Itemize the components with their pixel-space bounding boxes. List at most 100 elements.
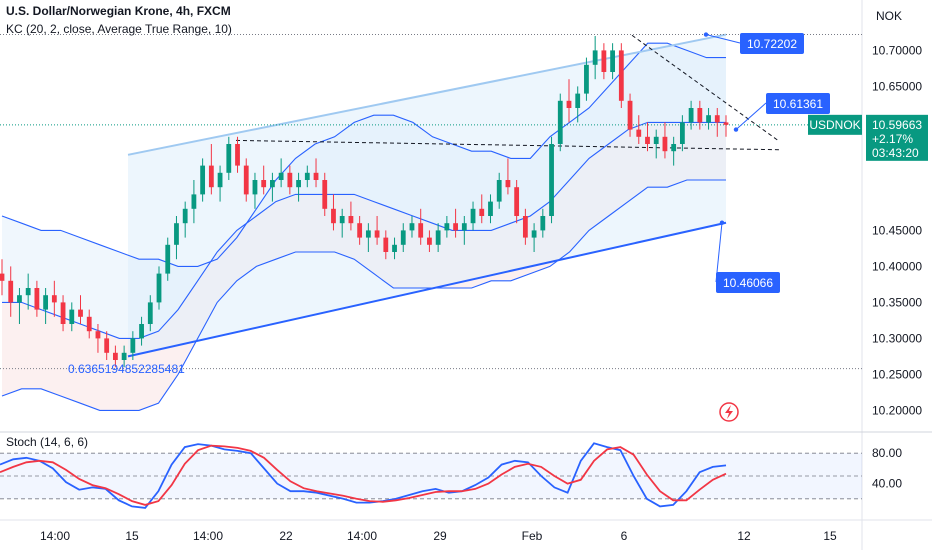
candle-body [348, 216, 354, 224]
candle [69, 302, 75, 332]
candle-body [444, 223, 450, 231]
keltner-middle-line [2, 121, 726, 339]
candle [235, 136, 240, 173]
candle [531, 223, 537, 252]
candle [618, 43, 624, 108]
candle [8, 266, 14, 317]
candle-body [121, 352, 127, 360]
indicator-legend[interactable]: KC (20, 2, close, Average True Range, 10… [6, 22, 232, 36]
keltner-channel [1, 42, 726, 411]
price-change-value: +2.17% [872, 132, 913, 146]
time-tick-label: 15 [823, 529, 837, 543]
keltner-upper-line [1, 42, 726, 267]
candle [252, 172, 258, 209]
channel-upper-line [127, 33, 727, 156]
symbol-title: U.S. Dollar/Norwegian Krone, 4h, FXCM [6, 4, 231, 18]
target-upper-tag-label: 10.72202 [747, 37, 797, 51]
candle-body [435, 230, 441, 245]
price-axis[interactable]: 10.20000 10.25000 10.30000 10.35000 10.40000… [872, 43, 922, 490]
candle [287, 165, 293, 195]
candle-body [392, 244, 397, 252]
flash-icon-bolt [725, 405, 733, 419]
candle-body [174, 223, 179, 245]
price-tick-label: 10.30000 [872, 331, 922, 345]
candle [697, 100, 703, 130]
target-mid-tag-leader [735, 102, 767, 130]
candle [592, 36, 598, 80]
candle-body [147, 302, 153, 324]
candle [584, 57, 589, 101]
candle-body [156, 273, 162, 303]
candle [270, 172, 275, 202]
candle [427, 230, 432, 252]
candle-body [601, 50, 607, 72]
candle-body [618, 50, 624, 101]
candle-body [130, 338, 136, 353]
candle-body [365, 230, 371, 238]
candle [540, 208, 546, 238]
candle-body [261, 180, 267, 188]
candle [522, 208, 528, 245]
candle [706, 108, 711, 130]
stoch-title: Stoch (14, 6, 6) [6, 435, 88, 449]
time-tick-label: 14:00 [347, 529, 377, 543]
candle [226, 136, 232, 180]
candle-body [270, 180, 275, 188]
candle [78, 295, 83, 324]
price-tags[interactable]: 10.72202 10.61361 10.46066 0.63651948522854… [68, 32, 928, 422]
price-tick-label: 10.45000 [872, 223, 922, 237]
candle [549, 136, 554, 224]
candle [17, 288, 22, 324]
candle-body [165, 244, 171, 274]
candle-body [723, 122, 729, 125]
candle [627, 93, 633, 137]
candle-body [461, 223, 467, 231]
trend-drawings[interactable] [0, 33, 862, 370]
candle [688, 100, 694, 130]
candle-body [653, 136, 659, 144]
channel-fills [2, 34, 726, 411]
candle [444, 216, 450, 238]
candle-body [304, 172, 310, 180]
candle [331, 194, 336, 231]
rising-channel-fill [128, 34, 726, 357]
candle-body [400, 230, 406, 245]
time-axis[interactable]: 14:00 15 14:00 22 14:00 29 Feb 6 12 15 [40, 529, 837, 543]
candle [679, 115, 685, 152]
candle [208, 144, 214, 195]
candle-body [496, 180, 502, 202]
candle [400, 223, 406, 252]
currency-label[interactable]: NOK [876, 9, 903, 23]
candle [313, 158, 319, 188]
candle [461, 216, 467, 245]
candle [671, 136, 677, 166]
time-tick-label: 22 [279, 529, 293, 543]
candle-body [331, 208, 336, 224]
candle [278, 158, 284, 188]
candle-body [60, 302, 66, 324]
stoch-k-line [0, 442, 727, 509]
candle-body [706, 115, 711, 123]
candle-body [357, 223, 363, 238]
candle-body [470, 208, 476, 224]
low-value-label: 0.6365194852285481 [68, 362, 185, 376]
candle-body [488, 201, 493, 216]
target-mid-tag-anchor [733, 127, 739, 132]
time-tick-label: 15 [125, 529, 139, 543]
candle [261, 165, 267, 195]
stoch-tick-label: 40.00 [872, 477, 902, 491]
candle [514, 180, 520, 224]
candle-body [610, 50, 616, 72]
symbol-badge-label: USDNOK [809, 118, 860, 132]
target-upper-tag-box [740, 33, 804, 54]
time-tick-label: 14:00 [40, 529, 70, 543]
candle [374, 216, 380, 245]
candle-body [645, 136, 650, 144]
candle [95, 324, 101, 353]
candle-body [514, 187, 520, 216]
chart-title: U.S. Dollar/Norwegian Krone, 4h, FXCM [6, 4, 231, 18]
price-tick-label: 10.35000 [872, 295, 922, 309]
candle [156, 266, 162, 310]
candle [453, 208, 458, 238]
